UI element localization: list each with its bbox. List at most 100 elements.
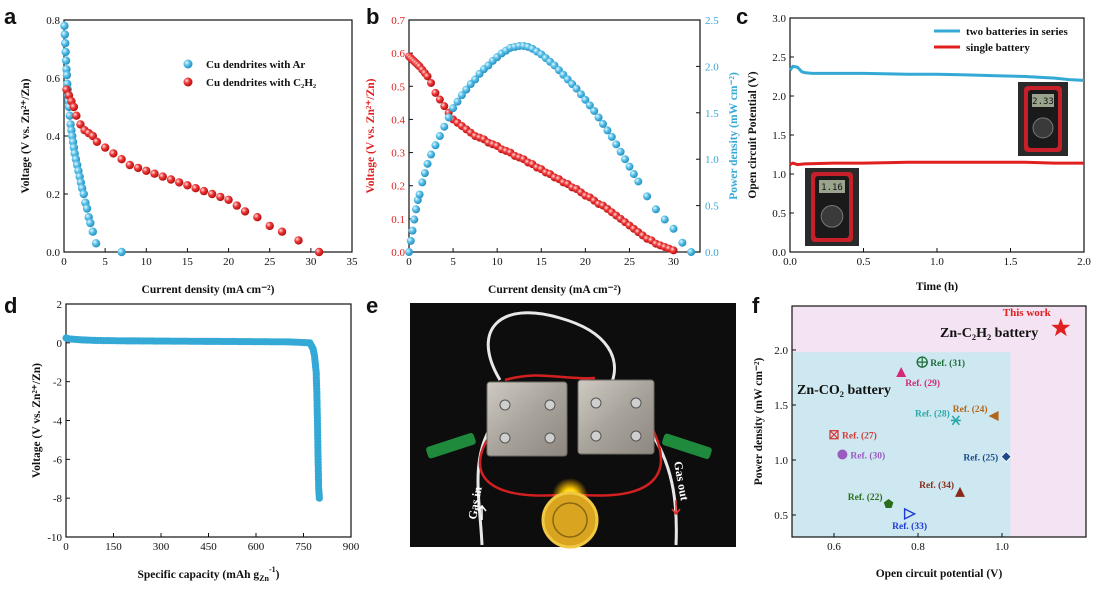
chart-f: 0.6 0.8 1.0 0.5 1.0 1.5 2.0 Open circuit potent…	[753, 305, 1087, 580]
x-tick-label: 30	[305, 256, 317, 268]
red-wire-right	[581, 429, 663, 497]
y2-tick-label: 0.0	[705, 247, 719, 259]
data-point-c2h2	[109, 149, 118, 158]
power-point	[572, 84, 581, 93]
power-point	[449, 104, 458, 113]
x-tick-label: 5	[450, 256, 456, 268]
x-tick-label: 10	[492, 256, 504, 268]
voltage-point	[423, 72, 432, 81]
multimeter-photo: 2.33	[1018, 82, 1068, 156]
legend-label: two batteries in series	[966, 26, 1068, 38]
y-tick-label: 0.6	[46, 73, 60, 85]
data-point-c2h2	[224, 195, 233, 204]
chart-b: 0 5 10 15 20 25 30 0.0 0.1 0.2 0.3 0.4 0.5 0.6 0.7 0.0 0…	[365, 15, 740, 296]
power-point	[629, 170, 638, 179]
multimeter-photo: 1.16	[805, 168, 859, 246]
marker-triangle	[896, 367, 907, 377]
x-tick-label: 900	[343, 541, 360, 553]
y2-tick-label: 0.5	[705, 201, 719, 213]
data-point-ar	[61, 39, 70, 48]
marker-star	[1051, 318, 1071, 337]
x-tick-label: 0	[61, 256, 67, 268]
power-point	[462, 85, 471, 94]
band-label-zn-c2h2: Zn-C₂H₂ battery	[940, 326, 1038, 341]
y-axis-title: Voltage (V vs. Zn²⁺/Zn)	[20, 78, 32, 193]
chart-a: 0 5 10 15 20 25 30 35 0.0 0.2 0.4 0.6 0.8 Current den…	[20, 15, 358, 296]
panel-letter-a: a	[4, 4, 17, 29]
y-tick-label: 0.6	[391, 48, 405, 60]
legend-marker-ar	[183, 59, 193, 69]
y-axis-title: Open circuit Potential (V)	[747, 71, 759, 198]
voltage-point	[427, 78, 436, 87]
y-tick-label: 3.0	[772, 13, 786, 25]
data-point-ar	[117, 247, 126, 257]
power-point	[444, 113, 453, 122]
point-label: Ref. (34)	[919, 480, 954, 491]
y-tick-label: 0.3	[391, 148, 405, 160]
y-tick-label: -6	[53, 454, 63, 466]
power-point	[415, 190, 424, 199]
x-axis-title: Current density (mA cm⁻²)	[488, 284, 621, 296]
x-axis-title-sup: -1	[269, 565, 276, 574]
x-axis-title: Time (h)	[916, 281, 958, 293]
zn-co2-band	[792, 352, 1011, 537]
power-point	[616, 147, 625, 156]
marker-triangle-right	[903, 507, 917, 521]
gas-tube-in	[476, 424, 494, 546]
power-point	[678, 238, 687, 247]
x-tick-label: 450	[200, 541, 217, 553]
x-tick-label: 0.5	[857, 256, 871, 268]
y-tick-label: -10	[47, 532, 62, 544]
x-tick-label: 1.0	[995, 541, 1009, 553]
x-tick-label: 1.0	[930, 256, 944, 268]
y-tick-label: 0	[57, 338, 63, 350]
power-point	[585, 101, 594, 110]
red-wire-bridge	[504, 374, 596, 382]
data-point-ar	[60, 21, 69, 30]
data-point-c2h2	[117, 155, 126, 164]
meter-reading: 1.16	[821, 183, 843, 193]
data-point-c2h2	[183, 181, 192, 190]
power-point	[418, 178, 427, 187]
x-tick-label: 0.8	[911, 541, 925, 553]
data-point-c2h2	[175, 178, 184, 187]
data-point-ar	[62, 70, 72, 80]
x-tick-label: 0	[63, 541, 69, 553]
point-label: Ref. (33)	[892, 521, 927, 532]
gas-tube-top	[486, 311, 616, 383]
voltage-point	[440, 102, 449, 111]
data-point-ar	[86, 218, 95, 228]
y-tick-label: 0.5	[774, 510, 788, 522]
y-tick-label: 1.5	[774, 400, 788, 412]
chart-d: 0 150 300 450 600 750 900 -10 -8 -6 -4 -2 0 2 Specific…	[31, 299, 360, 583]
point-label: Ref. (22)	[848, 492, 883, 503]
marker-triangle	[955, 486, 965, 497]
x-tick-label: 20	[580, 256, 592, 268]
y-tick-label: 0.4	[391, 114, 405, 126]
power-point	[581, 95, 590, 104]
x-tick-label: 750	[295, 541, 312, 553]
data-point-c2h2	[191, 184, 200, 193]
legend-label: single battery	[966, 42, 1030, 54]
power-point	[612, 140, 621, 149]
marker-circle	[837, 449, 848, 460]
data-point-ar	[60, 30, 70, 39]
x-tick-label: 2.0	[1077, 256, 1091, 268]
voltage-point	[669, 246, 678, 255]
x-tick-label: 35	[347, 256, 359, 268]
point-label: Ref. (24)	[953, 404, 988, 415]
chart-c: 0.0 0.5 1.0 1.5 2.0 0.0 0.5 1.0 1.5 2.0 2.5 3.0 Time…	[747, 13, 1091, 293]
point-label: Ref. (27)	[842, 431, 877, 442]
data-point-c2h2	[100, 143, 110, 152]
plot-frame	[63, 19, 353, 253]
power-point	[408, 226, 417, 235]
panel-letter-c: c	[736, 4, 748, 29]
x-tick-label: 0	[406, 256, 412, 268]
y2-tick-label: 2.0	[705, 61, 719, 73]
marker-diamond	[1000, 451, 1012, 463]
legend-marker-c2h2	[183, 77, 193, 87]
x-tick-label: 5	[102, 256, 108, 268]
y2-tick-label: 2.5	[705, 15, 719, 27]
point-label: Ref. (28)	[915, 408, 950, 419]
